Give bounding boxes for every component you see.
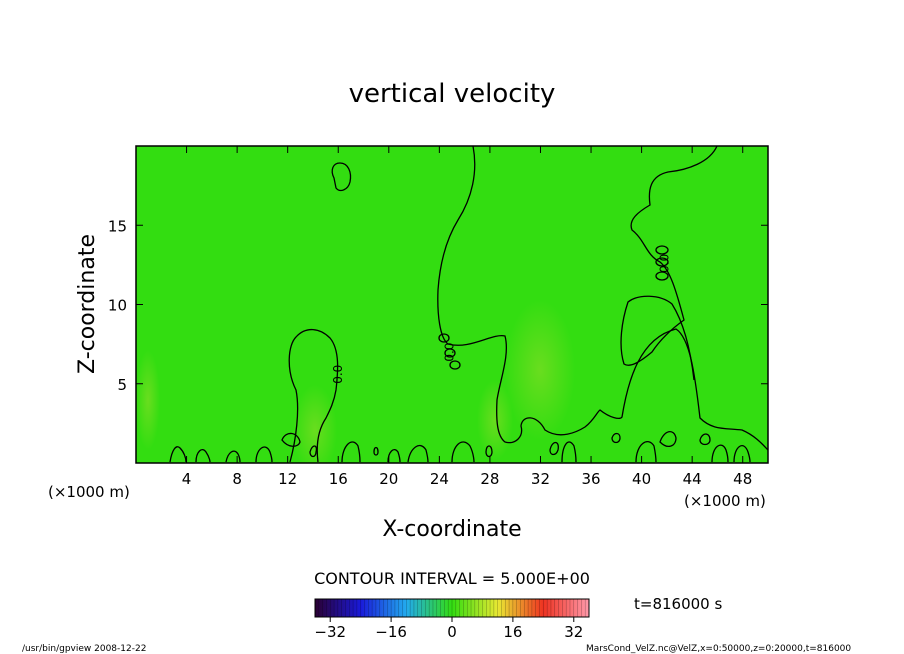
x-tick-label: 28 xyxy=(480,470,499,488)
x-tick-label: 16 xyxy=(329,470,348,488)
contour-label: 0.0 xyxy=(657,254,671,273)
x-tick-label: 40 xyxy=(632,470,651,488)
contour-line xyxy=(444,348,456,358)
y-axis-label: Z-coordinate xyxy=(75,234,100,374)
x-tick-label: 24 xyxy=(430,470,449,488)
x-tick-label: 8 xyxy=(232,470,242,488)
contour-line xyxy=(169,431,751,463)
field-highlights xyxy=(136,300,575,463)
x-tick-label: 4 xyxy=(182,470,192,488)
x-unit-left: (×1000 m) xyxy=(48,483,130,501)
colorbar-tick-label: 16 xyxy=(503,623,522,641)
contour-label: 0.0 xyxy=(442,343,456,362)
x-tick-label: 20 xyxy=(379,470,398,488)
contour-line xyxy=(655,271,669,281)
colorbar-ticks: −32 −16 0 16 32 xyxy=(314,617,583,641)
x-axis-label: X-coordinate xyxy=(382,517,521,542)
contour-line xyxy=(620,146,718,381)
contour-line xyxy=(655,245,669,255)
y-tick-label: 10 xyxy=(108,297,127,315)
velocity-field xyxy=(136,146,768,463)
contour-line xyxy=(449,360,461,370)
x-tick-label: 12 xyxy=(278,470,297,488)
contour-labels: 0.0 0.0 0.0 xyxy=(331,254,671,384)
x-tick-label: 44 xyxy=(683,470,702,488)
y-tick-label: 15 xyxy=(108,217,127,235)
y-tick-label: 5 xyxy=(117,376,127,394)
colorbar-tick-label: 0 xyxy=(447,623,457,641)
x-tick-label: 32 xyxy=(531,470,550,488)
contour-line xyxy=(655,257,669,267)
chart-title: vertical velocity xyxy=(349,79,556,109)
footer-left: /usr/bin/gpview 2008-12-22 xyxy=(22,644,146,654)
footer-right: MarsCond_VelZ.nc@VelZ,x=0:50000,z=0:2000… xyxy=(586,644,851,654)
x-tick-label: 48 xyxy=(733,470,752,488)
zero-contours xyxy=(169,146,768,463)
colorbar-bins xyxy=(318,599,586,617)
colorbar-tick-label: −32 xyxy=(314,623,346,641)
colorbar: −32 −16 0 16 32 xyxy=(314,598,590,641)
time-label: t=816000 s xyxy=(634,595,722,613)
contour-label: 0.0 xyxy=(331,365,345,384)
contour-line xyxy=(331,162,352,192)
x-tick-label: 36 xyxy=(581,470,600,488)
contour-line xyxy=(288,328,339,463)
colorbar-tick-label: 32 xyxy=(564,623,583,641)
x-unit-right: (×1000 m) xyxy=(684,492,766,510)
contour-interval-text: CONTOUR INTERVAL = 5.000E+00 xyxy=(314,569,590,588)
contour-line xyxy=(438,333,450,343)
colorbar-tick-label: −16 xyxy=(375,623,407,641)
